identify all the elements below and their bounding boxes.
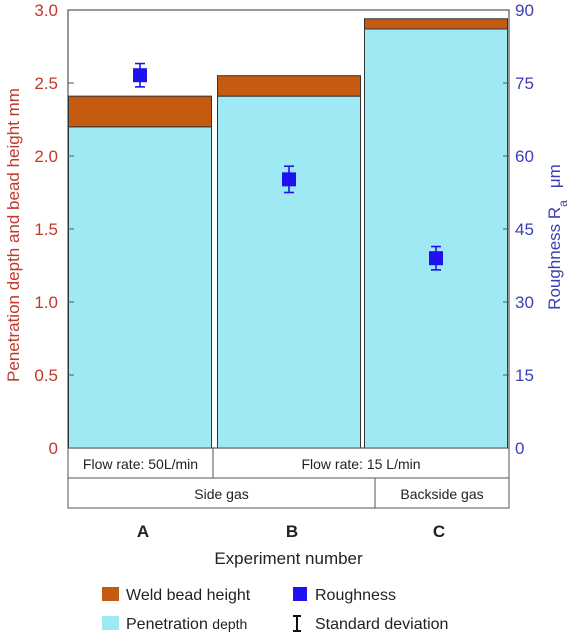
- right-axis-title-unit: μm: [545, 164, 564, 188]
- roughness-point-c: [429, 251, 443, 266]
- left-axis-title: Penetration depth and bead height mm: [4, 88, 23, 382]
- right-axis-tick-label: 60: [515, 147, 534, 166]
- bar-penetration-depth-c: [364, 28, 508, 449]
- legend-label-penetration-sub: depth: [212, 616, 247, 632]
- bar-penetration-depth-b: [217, 95, 361, 449]
- legend-label-standard-deviation: Standard deviation: [315, 616, 448, 633]
- flow-rate-label-bc: Flow rate: 15 L/min: [301, 456, 420, 472]
- gas-label-side: Side gas: [194, 486, 248, 502]
- right-axis-tick-label: 15: [515, 366, 534, 385]
- right-axis-title-main: Roughness R: [545, 207, 564, 310]
- gas-label-backside: Backside gas: [400, 486, 483, 502]
- left-axis-tick-label: 1.5: [34, 220, 58, 239]
- right-axis-tick-label: 75: [515, 74, 534, 93]
- left-axis-tick-label: 1.0: [34, 293, 58, 312]
- right-axis-tick-label: 90: [515, 1, 534, 20]
- roughness-point-b: [282, 172, 296, 187]
- gas-row: [67, 477, 510, 509]
- bar-weld-bead-height-b: [217, 75, 361, 97]
- left-axis-tick-label: 0.5: [34, 366, 58, 385]
- legend-label-penetration-main: Penetration: [126, 616, 212, 633]
- right-axis-tick-label: 45: [515, 220, 534, 239]
- left-axis-tick-label: 3.0: [34, 1, 58, 20]
- bar-weld-bead-height-a: [68, 95, 212, 128]
- roughness-point-a: [133, 68, 147, 83]
- legend-label-weld-bead-height: Weld bead height: [126, 587, 251, 604]
- bar-weld-bead-height-c: [364, 18, 508, 30]
- category-label-c: C: [433, 522, 445, 541]
- legend-label-roughness: Roughness: [315, 587, 396, 604]
- left-axis-tick-label: 2.5: [34, 74, 58, 93]
- legend-label-penetration-depth: Penetration depth: [126, 616, 247, 633]
- legend-swatch-weld-bead-height: [102, 587, 119, 601]
- category-label-a: A: [137, 522, 149, 541]
- left-axis-tick-label: 0: [49, 439, 58, 458]
- right-axis-tick-label: 0: [515, 439, 524, 458]
- left-axis-tick-label: 2.0: [34, 147, 58, 166]
- right-axis-title: Roughness Ra μm: [545, 164, 570, 310]
- right-axis-tick-label: 30: [515, 293, 534, 312]
- x-axis-title: Experiment number: [214, 549, 363, 568]
- legend-swatch-penetration-depth: [102, 616, 119, 630]
- bar-penetration-depth-a: [68, 126, 212, 449]
- right-axis-title-subscript: a: [556, 200, 570, 207]
- legend-swatch-roughness: [293, 587, 307, 601]
- flow-rate-label-a: Flow rate: 50L/min: [83, 456, 198, 472]
- category-label-b: B: [286, 522, 298, 541]
